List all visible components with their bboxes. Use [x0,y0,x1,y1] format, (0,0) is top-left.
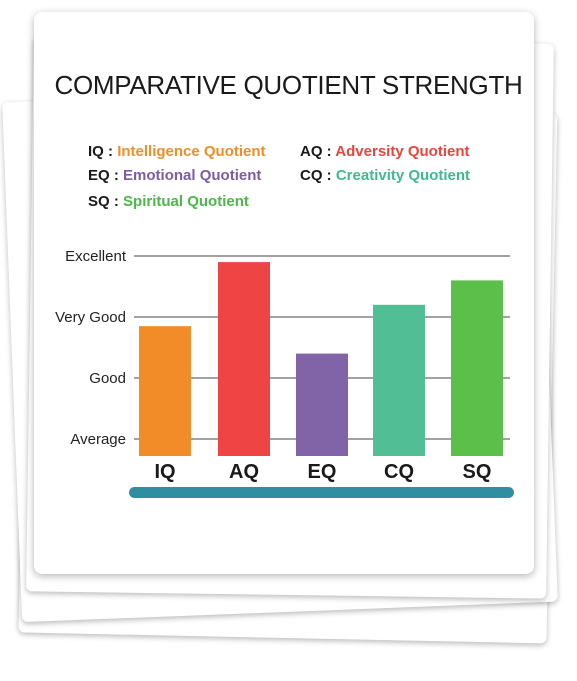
x-axis-bar [129,487,514,498]
bar-sq [451,280,503,456]
legend-label: Creativity Quotient [335,167,471,184]
legend-label: Spiritual Quotient [123,193,249,210]
legend-item-cq: CQ : Creativity Quotient [300,167,470,184]
legend-abbr: SQ [88,193,110,210]
bar-eq [296,353,348,456]
bar-cq [373,304,425,456]
legend-item-sq: SQ : Spiritual Quotient [88,193,249,210]
legend-separator: : [108,143,114,160]
legend-separator: : [113,167,119,184]
chart-card [34,12,534,574]
legend-item-eq: EQ : Emotional Quotient [88,167,261,184]
x-tick-label: EQ [308,461,337,483]
legend-abbr: AQ [300,143,323,160]
legend-label: Adversity Quotient [335,143,470,160]
legend-separator: : [326,143,332,160]
bar-iq [139,326,191,456]
legend-item-iq: IQ : Intelligence Quotient [88,143,266,160]
x-tick-label: CQ [384,461,414,483]
y-tick-label: Good [89,370,126,387]
bar-aq [218,262,270,456]
legend-abbr: IQ [88,143,104,160]
legend-abbr: EQ [88,167,110,184]
chart-title: COMPARATIVE QUOTIENT STRENGTH [54,70,523,100]
legend-separator: : [113,193,119,210]
legend-separator: : [326,167,332,184]
y-tick-label: Very Good [55,309,126,326]
y-tick-label: Average [70,431,126,448]
legend-label: Emotional Quotient [123,167,262,184]
y-tick-label: Excellent [65,248,127,265]
x-tick-label: IQ [154,461,175,483]
x-tick-label: SQ [463,461,492,483]
x-tick-label: AQ [229,461,259,483]
legend-abbr: CQ [300,167,323,184]
legend-label: Intelligence Quotient [117,143,266,160]
legend-item-aq: AQ : Adversity Quotient [300,143,469,160]
